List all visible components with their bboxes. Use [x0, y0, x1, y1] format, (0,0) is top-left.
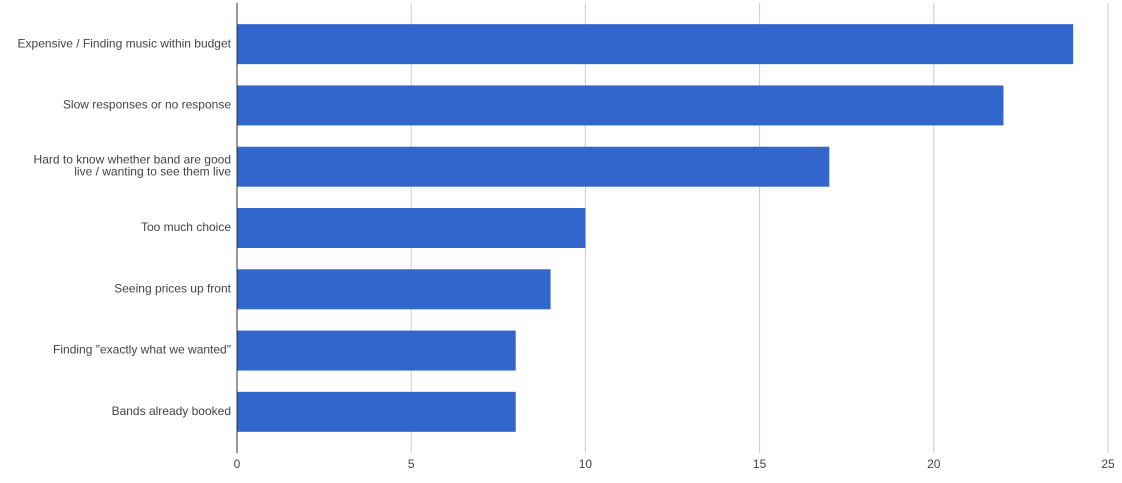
- bar: [237, 208, 586, 248]
- x-tick-label: 25: [1101, 457, 1115, 471]
- y-tick-label: Finding "exactly what we wanted": [53, 343, 231, 357]
- x-tick-label: 0: [234, 457, 241, 471]
- bar: [237, 269, 551, 310]
- y-tick-label: Expensive / Finding music within budget: [18, 36, 232, 50]
- bar: [237, 24, 1074, 65]
- y-tick-label: Too much choice: [141, 220, 231, 234]
- x-tick-label: 15: [753, 457, 767, 471]
- y-tick-label: Hard to know whether band are good live /…: [34, 153, 232, 179]
- x-tick-label: 10: [579, 457, 593, 471]
- bar: [237, 146, 830, 187]
- bar: [237, 330, 516, 371]
- x-tick-label: 5: [408, 457, 415, 471]
- x-tick-label: 20: [927, 457, 941, 471]
- y-tick-label: Bands already booked: [112, 404, 231, 418]
- y-tick-label: Slow responses or no response: [63, 98, 231, 112]
- bar: [237, 391, 516, 432]
- y-tick-label: Seeing prices up front: [114, 281, 231, 295]
- bar: [237, 85, 1004, 126]
